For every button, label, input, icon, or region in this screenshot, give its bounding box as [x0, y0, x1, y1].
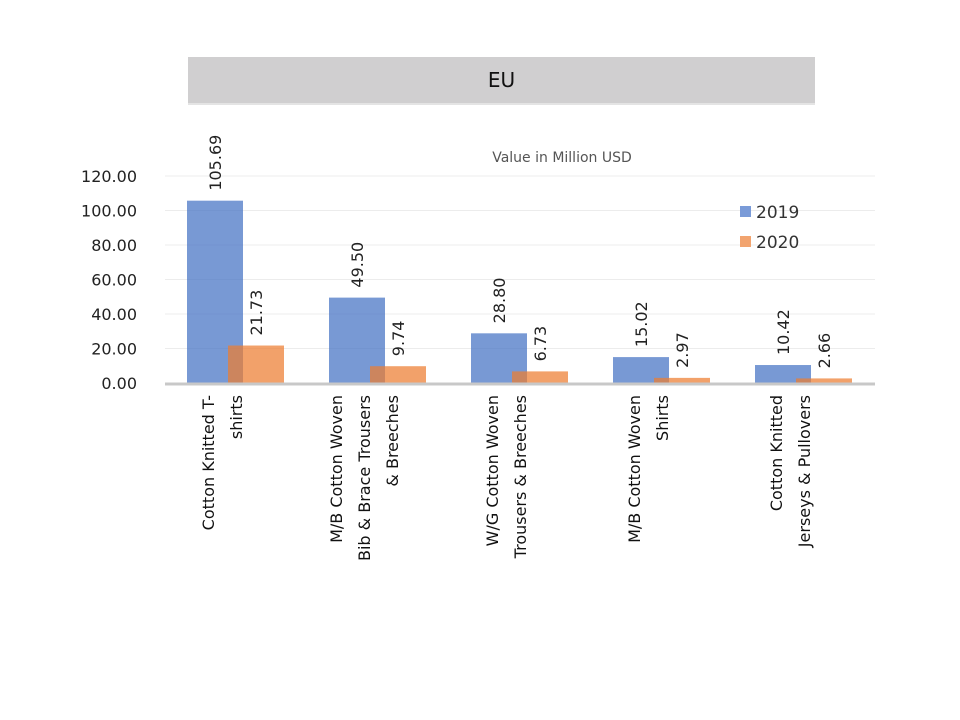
legend-swatch-2019	[740, 206, 751, 217]
chart-title: EU	[188, 57, 815, 105]
chart-subtitle: Value in Million USD	[492, 150, 632, 166]
data-label: 49.50	[348, 242, 367, 288]
data-label: 2.97	[673, 332, 692, 368]
y-tick-label: 20.00	[91, 340, 137, 359]
data-label: 2.66	[815, 333, 834, 369]
x-tick-label: Jerseys & Pullovers	[795, 395, 814, 548]
data-label: 6.73	[531, 326, 550, 362]
x-tick-label: Shirts	[653, 395, 672, 441]
bar-2020	[228, 345, 284, 383]
data-label: 21.73	[247, 290, 266, 336]
x-tick-label: Trousers & Breeches	[511, 395, 530, 559]
x-tick-label: M/B Cotton Woven	[625, 395, 644, 543]
bar-2020	[512, 371, 568, 383]
bar-2020	[370, 366, 426, 383]
data-label: 9.74	[389, 321, 408, 357]
legend-label: 2020	[756, 233, 799, 253]
legend-label: 2019	[756, 203, 799, 223]
legend-swatch-2020	[740, 236, 751, 247]
y-tick-label: 100.00	[81, 202, 137, 221]
x-tick-label: & Breeches	[383, 395, 402, 487]
x-tick-label: Cotton Knitted	[767, 395, 786, 511]
bar-2020	[654, 377, 710, 383]
y-tick-label: 0.00	[101, 374, 137, 393]
y-tick-label: 60.00	[91, 271, 137, 290]
data-label: 15.02	[632, 301, 651, 347]
data-label: 28.80	[490, 278, 509, 324]
x-tick-label: M/B Cotton Woven	[327, 395, 346, 543]
data-label: 105.69	[206, 135, 225, 191]
y-tick-label: 120.00	[81, 167, 137, 186]
data-label: 10.42	[774, 309, 793, 355]
bar-2020	[796, 378, 852, 383]
x-tick-label: W/G Cotton Woven	[483, 395, 502, 546]
x-tick-label: Bib & Brace Trousers	[355, 395, 374, 561]
y-tick-label: 80.00	[91, 236, 137, 255]
y-tick-label: 40.00	[91, 305, 137, 324]
x-tick-label: shirts	[227, 395, 246, 439]
x-tick-label: Cotton Knitted T-	[199, 395, 218, 530]
